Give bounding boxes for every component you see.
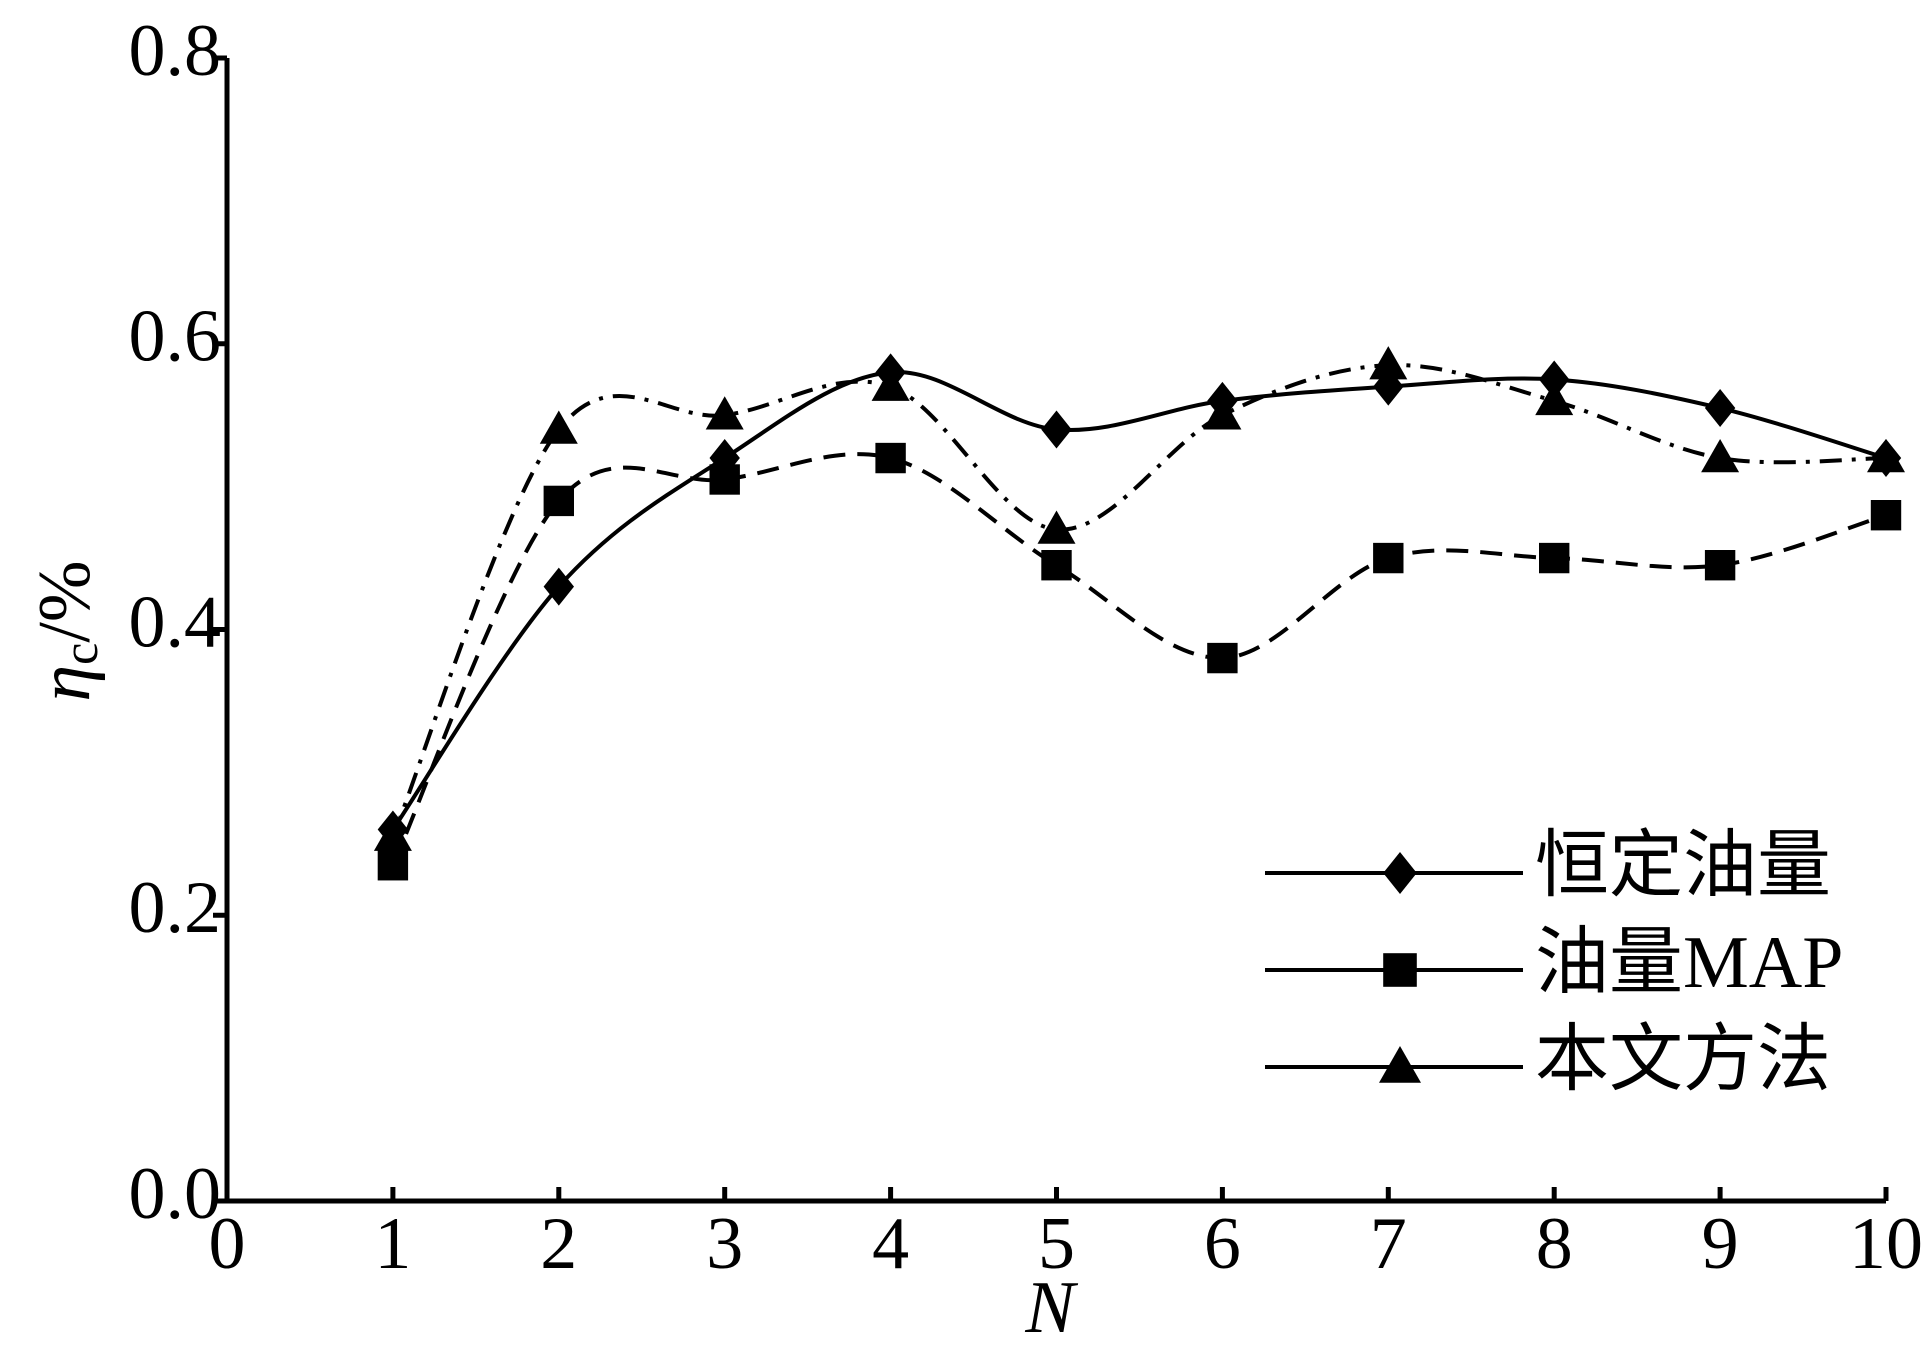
legend-label: 恒定油量 (1535, 825, 1831, 907)
marker-triangle (1867, 439, 1905, 473)
marker-square (1041, 550, 1072, 581)
marker-square (1704, 550, 1736, 581)
marker-diamond (1383, 852, 1417, 894)
marker-square (1539, 542, 1570, 574)
y-tick-label: 0.8 (129, 10, 222, 92)
series-line (391, 363, 1887, 838)
y-axis-label-unit: /% (24, 560, 106, 642)
y-axis-label-subscript: c (52, 643, 108, 665)
marker-square (543, 485, 574, 517)
marker-triangle (1535, 381, 1574, 416)
x-tick-label: 1 (374, 1203, 411, 1285)
marker-diamond (543, 567, 574, 606)
x-tick-label: 10 (1849, 1203, 1923, 1285)
y-axis-label-symbol: η (24, 665, 106, 702)
x-tick-label: 5 (1038, 1203, 1075, 1285)
marker-triangle (1037, 510, 1076, 544)
x-tick-label: 0 (209, 1203, 246, 1285)
y-tick-label: 0.6 (129, 296, 222, 378)
y-tick-label: 0.2 (129, 867, 222, 949)
x-tick-label: 6 (1204, 1203, 1241, 1285)
x-tick-label: 7 (1370, 1203, 1407, 1285)
marker-square (377, 850, 409, 881)
y-axis-label: ηc/% (24, 560, 108, 701)
x-tick-label: 4 (872, 1203, 909, 1285)
marker-square (1207, 642, 1238, 674)
marker-triangle (1203, 396, 1242, 430)
marker-diamond (1041, 410, 1072, 449)
marker-diamond (1704, 389, 1736, 428)
marker-triangle (1379, 1046, 1421, 1083)
legend-label: 本文方法 (1535, 1019, 1831, 1101)
marker-square (875, 442, 906, 474)
marker-triangle (1369, 346, 1408, 380)
marker-triangle (539, 410, 578, 444)
series-line (391, 370, 1887, 831)
y-tick-label: 0.4 (129, 581, 222, 663)
x-tick-label: 8 (1536, 1203, 1573, 1285)
series-line (391, 452, 1887, 867)
y-tick-label: 0.0 (129, 1153, 222, 1235)
marker-square (1870, 500, 1902, 531)
marker-square (1383, 953, 1417, 987)
x-axis-label: N (1024, 1267, 1078, 1349)
marker-square (709, 464, 740, 495)
x-tick-label: 2 (540, 1203, 577, 1285)
marker-triangle (705, 396, 744, 430)
marker-diamond (709, 439, 740, 478)
x-tick-label: 3 (706, 1203, 743, 1285)
legend-label: 油量MAP (1535, 922, 1843, 1004)
marker-diamond (1539, 360, 1570, 399)
marker-triangle (871, 367, 910, 401)
marker-triangle (373, 817, 412, 851)
x-tick-label: 9 (1702, 1203, 1739, 1285)
marker-square (1373, 542, 1404, 574)
marker-triangle (1701, 439, 1740, 473)
